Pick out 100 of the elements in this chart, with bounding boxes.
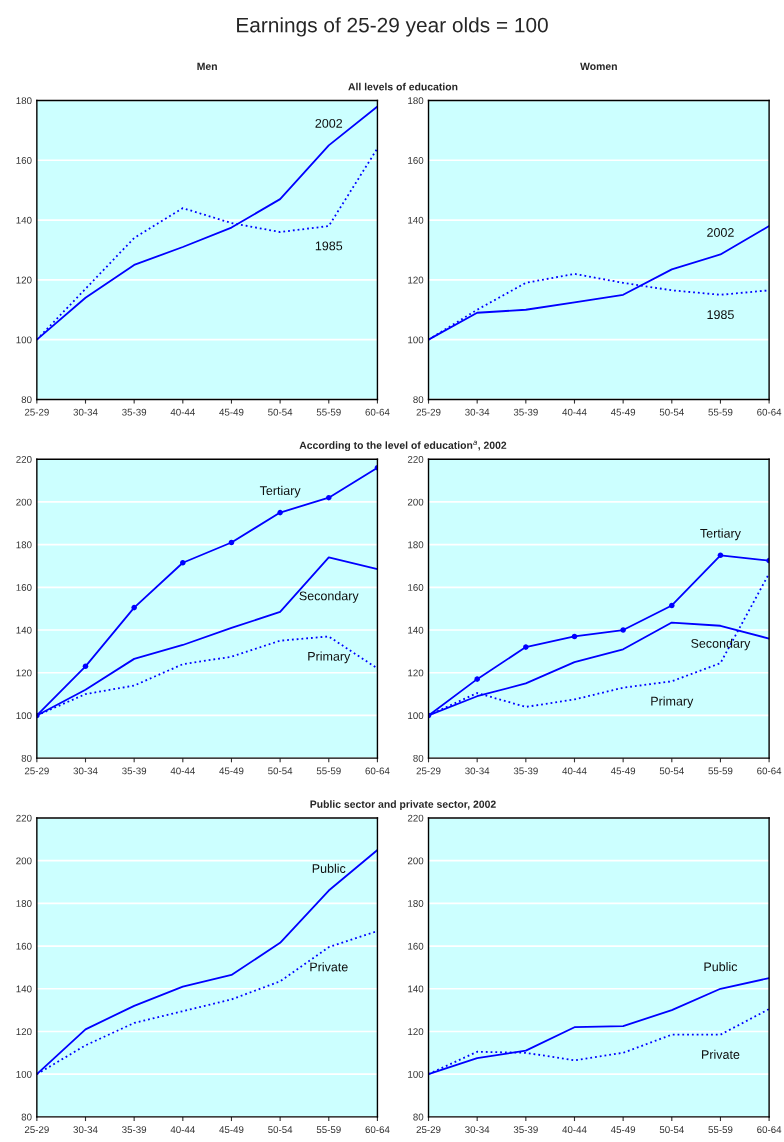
x-tick-label: 60-64	[757, 767, 782, 775]
x-tick-label: 55-59	[316, 408, 341, 416]
x-tick-label: 60-64	[365, 1126, 390, 1134]
text: Earnings of 25-29 year olds = 100	[237, 17, 548, 37]
series-label: Private	[702, 1049, 740, 1059]
series-label: Tertiary	[259, 485, 301, 498]
x-tick-label: 40-44	[562, 767, 587, 775]
x-tick-label: 55-59	[316, 1126, 341, 1134]
x-tick-label: 45-49	[610, 408, 636, 416]
y-tick-label: 140	[408, 216, 424, 224]
text: According to the level of education$^{a}$, 2002	[299, 440, 507, 452]
y-tick-label: 80	[21, 754, 32, 762]
x-tick-label: 25-29	[24, 767, 49, 775]
y-tick-label: 180	[16, 541, 32, 549]
series-label: Private	[310, 962, 348, 972]
x-tick-label: 40-44	[170, 408, 195, 416]
x-tick-label: 50-54	[659, 1126, 684, 1134]
y-tick-label: 80	[413, 754, 424, 762]
x-tick-label: 60-64	[365, 767, 390, 775]
y-tick-label: 200	[16, 498, 32, 506]
x-tick-label: 30-34	[465, 1126, 490, 1134]
series-label: 1985	[315, 241, 343, 251]
x-tick-label: 25-29	[24, 408, 49, 416]
series-label: 2002	[707, 228, 734, 237]
x-tick-label: 45-49	[219, 1126, 244, 1134]
y-tick-label: 200	[407, 857, 424, 865]
x-tick-label: 50-54	[268, 767, 293, 775]
y-tick-label: 220	[16, 814, 32, 822]
series-label: Secondary	[299, 591, 359, 603]
x-tick-label: 30-34	[465, 767, 490, 775]
y-tick-label: 80	[21, 396, 32, 404]
x-tick-label: 35-39	[513, 408, 538, 416]
chart-title: Women	[580, 62, 617, 71]
x-tick-label: 40-44	[170, 767, 195, 775]
chart-title: Men	[197, 62, 217, 71]
series-label: Secondary	[691, 638, 751, 651]
y-tick-label: 220	[407, 814, 424, 822]
x-tick-label: 25-29	[416, 1126, 441, 1134]
series-label: 2002	[315, 118, 343, 128]
y-tick-label: 180	[16, 900, 32, 907]
x-tick-label: 60-64	[757, 408, 782, 416]
y-tick-label: 120	[16, 1028, 32, 1036]
series-label: Primary	[308, 651, 351, 664]
x-tick-label: 55-59	[316, 767, 341, 775]
x-tick-label: 60-64	[365, 408, 390, 416]
y-tick-label: 160	[16, 942, 32, 950]
x-tick-label: 25-29	[24, 1126, 49, 1134]
series-label: Public	[312, 863, 346, 873]
x-tick-label: 50-54	[659, 408, 684, 416]
x-tick-label: 25-29	[416, 767, 441, 775]
y-tick-label: 100	[16, 712, 32, 720]
x-tick-label: 45-49	[610, 1126, 636, 1134]
series-label: 1985	[707, 310, 734, 320]
x-tick-label: 35-39	[513, 1126, 538, 1134]
y-tick-label: 140	[16, 985, 32, 993]
x-tick-label: 35-39	[122, 767, 147, 775]
x-tick-label: 60-64	[757, 1126, 782, 1134]
text: All levels of education	[348, 82, 458, 91]
x-tick-label: 30-34	[73, 767, 98, 775]
y-tick-label: 100	[408, 712, 424, 720]
x-tick-label: 30-34	[73, 1126, 98, 1134]
series-label: Public	[704, 962, 738, 972]
x-tick-label: 40-44	[562, 1126, 587, 1134]
y-tick-label: 120	[408, 669, 424, 677]
series-label: Primary	[651, 696, 694, 709]
x-tick-label: 55-59	[708, 408, 733, 416]
y-tick-label: 180	[408, 97, 424, 105]
x-tick-label: 35-39	[513, 767, 538, 775]
series-label: Tertiary	[700, 528, 741, 541]
y-tick-label: 80	[21, 1113, 32, 1121]
x-tick-label: 45-49	[610, 767, 636, 775]
y-tick-label: 140	[408, 985, 424, 993]
y-tick-label: 160	[408, 584, 424, 591]
x-tick-label: 55-59	[708, 767, 733, 775]
y-tick-label: 160	[408, 157, 424, 164]
x-tick-label: 55-59	[708, 1126, 733, 1134]
y-tick-label: 140	[16, 626, 32, 634]
x-tick-label: 45-49	[219, 408, 244, 416]
x-tick-label: 35-39	[122, 1126, 147, 1134]
y-tick-label: 160	[16, 584, 32, 591]
y-tick-label: 100	[408, 336, 424, 344]
x-tick-label: 45-49	[219, 767, 244, 775]
y-tick-label: 140	[408, 626, 424, 634]
y-tick-label: 140	[16, 216, 32, 224]
y-tick-label: 200	[407, 498, 424, 506]
y-tick-label: 220	[16, 455, 32, 463]
y-tick-label: 200	[16, 857, 32, 865]
y-tick-label: 100	[16, 336, 32, 344]
x-tick-label: 25-29	[416, 408, 441, 416]
x-tick-label: 35-39	[122, 408, 147, 416]
x-tick-label: 50-54	[268, 1126, 293, 1134]
x-tick-label: 50-54	[659, 767, 684, 775]
y-tick-label: 160	[408, 942, 424, 950]
y-tick-label: 180	[16, 97, 32, 105]
y-tick-label: 120	[16, 276, 32, 284]
y-tick-label: 80	[413, 396, 424, 404]
y-tick-label: 180	[408, 900, 424, 907]
x-tick-label: 30-34	[465, 408, 490, 416]
x-tick-label: 40-44	[562, 408, 587, 416]
y-tick-label: 160	[16, 157, 32, 164]
